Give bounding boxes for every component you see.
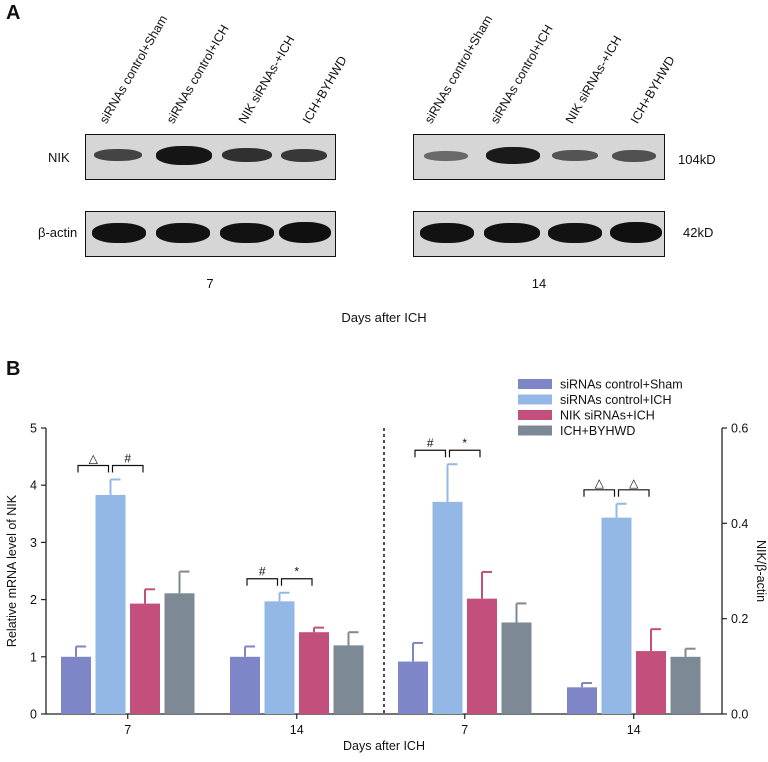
blot-group-label: 7 — [206, 276, 214, 291]
significance-symbol: △ — [629, 476, 639, 490]
blot-nik-day7 — [85, 134, 336, 180]
significance-symbol: △ — [595, 476, 605, 490]
blot-size-nik: 104kD — [678, 152, 716, 167]
band — [486, 147, 540, 164]
significance-symbol: △ — [89, 451, 99, 465]
significance-bracket — [246, 578, 279, 586]
blot-actin-day7 — [85, 211, 336, 257]
y-tick-label-left: 0 — [30, 708, 37, 722]
panel-a-xlabel: Days after ICH — [341, 310, 427, 325]
bar — [501, 622, 532, 714]
y-tick-label-left: 1 — [30, 650, 37, 664]
significance-symbol: * — [462, 436, 467, 450]
band — [220, 223, 274, 243]
blot-actin-day14 — [413, 211, 665, 257]
x-tick-label: 7 — [461, 723, 468, 737]
band — [420, 223, 474, 243]
y-axis-label-right: NIK/β-actin — [754, 540, 768, 602]
legend-label: NIK siRNAs+ICH — [560, 409, 655, 423]
bar — [467, 598, 497, 714]
x-tick-label: 14 — [290, 723, 304, 737]
bar — [299, 632, 329, 714]
band — [156, 146, 212, 165]
band — [612, 150, 656, 162]
bar — [567, 687, 597, 714]
significance-symbol: # — [427, 436, 434, 450]
band — [92, 223, 146, 243]
legend-label: siRNAs control+ICH — [560, 393, 672, 407]
blot-size-actin: 42kD — [683, 225, 714, 240]
band — [156, 223, 210, 243]
band — [424, 151, 468, 161]
y-tick-label-right: 0.6 — [731, 422, 748, 436]
x-tick-label: 14 — [627, 723, 641, 737]
bar — [601, 517, 632, 714]
blot-nik-day14 — [413, 134, 665, 180]
bar — [230, 656, 260, 714]
significance-symbol: # — [124, 451, 131, 465]
significance-symbol: * — [294, 565, 299, 579]
band — [222, 148, 272, 162]
band — [279, 222, 331, 243]
y-tick-label-left: 3 — [30, 536, 37, 550]
legend-swatch — [518, 394, 552, 405]
bar — [636, 651, 666, 714]
significance-bracket — [617, 489, 650, 497]
y-tick-label-right: 0.0 — [731, 708, 748, 722]
legend-label: ICH+BYHWD — [560, 424, 635, 438]
legend-swatch — [518, 425, 552, 436]
legend-label: siRNAs control+Sham — [560, 378, 683, 392]
band — [94, 149, 142, 161]
y-tick-label-right: 0.4 — [731, 517, 748, 531]
y-tick-label-left: 5 — [30, 422, 37, 436]
y-tick-label-left: 4 — [30, 479, 37, 493]
significance-bracket — [448, 449, 481, 458]
significance-bracket — [111, 464, 144, 473]
band — [552, 150, 598, 161]
bar — [95, 494, 126, 714]
significance-bracket — [77, 464, 110, 473]
bar — [130, 603, 160, 714]
significance-bracket — [414, 449, 447, 458]
band — [548, 223, 602, 243]
bar — [61, 656, 91, 714]
panel-a-letter: A — [6, 2, 21, 24]
bar — [333, 645, 364, 714]
bar — [164, 593, 195, 714]
bar — [264, 601, 295, 714]
significance-bracket — [583, 489, 616, 497]
x-axis-label: Days after ICH — [343, 739, 425, 753]
panel-b-letter: B — [6, 358, 21, 380]
band — [484, 223, 540, 243]
y-axis-label-left: Relative mRNA level of NIK — [5, 494, 19, 647]
y-tick-label-left: 2 — [30, 593, 37, 607]
significance-symbol: # — [259, 565, 266, 579]
y-tick-label-right: 0.2 — [731, 612, 748, 626]
legend-swatch — [518, 410, 552, 420]
band — [610, 222, 662, 243]
bar — [398, 661, 428, 714]
bar — [670, 656, 701, 714]
x-tick-label: 7 — [124, 723, 131, 737]
significance-bracket — [280, 578, 313, 586]
blot-row-label-nik: NIK — [48, 150, 70, 165]
bar — [432, 501, 463, 714]
blot-group-label: 14 — [531, 276, 547, 291]
legend-swatch — [518, 379, 552, 389]
band — [281, 149, 327, 162]
blot-row-label-actin: β-actin — [38, 225, 78, 240]
